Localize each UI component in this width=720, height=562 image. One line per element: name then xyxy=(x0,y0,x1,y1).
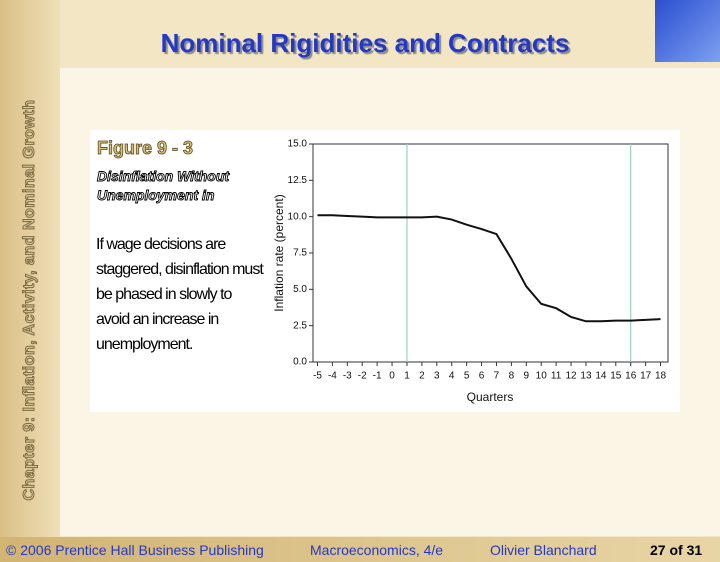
x-tick-label: 3 xyxy=(434,371,440,382)
x-tick-label: 5 xyxy=(464,371,470,382)
page-number: 27 of 31 xyxy=(650,542,703,558)
x-axis-label: Quarters xyxy=(467,390,514,404)
data-line xyxy=(317,214,661,323)
figure-panel xyxy=(90,130,680,412)
y-tick-label: 0.0 xyxy=(293,357,307,368)
x-tick-label: 10 xyxy=(536,371,548,382)
x-tick-label: 2 xyxy=(419,371,425,382)
x-tick-label: 7 xyxy=(494,371,500,382)
x-tick-label: 17 xyxy=(640,371,652,382)
y-tick-label: 10.0 xyxy=(288,211,308,222)
x-tick-label: 13 xyxy=(580,371,592,382)
side-strip xyxy=(0,0,60,537)
x-tick-label: -1 xyxy=(373,371,382,382)
x-tick-label: 14 xyxy=(595,371,607,382)
y-tick-label: 15.0 xyxy=(288,139,308,150)
x-tick-label: 8 xyxy=(509,371,515,382)
x-tick-label: -2 xyxy=(358,371,367,382)
y-axis-label: Inflation rate (percent) xyxy=(272,194,286,311)
x-tick-label: 1 xyxy=(404,371,410,382)
y-tick-label: 5.0 xyxy=(293,284,307,295)
slide-title: Nominal Rigidities and Contracts xyxy=(160,28,570,58)
x-tick-label: 12 xyxy=(565,371,577,382)
plot-frame xyxy=(312,143,669,363)
x-tick-label: 0 xyxy=(389,371,395,382)
copyright: © 2006 Prentice Hall Business Publishing xyxy=(6,542,264,558)
corner-decoration xyxy=(655,0,720,62)
x-tick-label: 4 xyxy=(449,371,455,382)
x-tick-label: 15 xyxy=(610,371,622,382)
x-tick-label: -4 xyxy=(328,371,337,382)
x-tick-label: 9 xyxy=(524,371,530,382)
y-tick-label: 12.5 xyxy=(288,175,308,186)
x-tick-label: 18 xyxy=(655,371,667,382)
x-tick-label: 11 xyxy=(551,371,562,382)
x-tick-label: -3 xyxy=(343,371,352,382)
figure-label: Figure 9 - 3 xyxy=(97,138,194,159)
x-tick-label: 16 xyxy=(625,371,637,382)
x-tick-label: -5 xyxy=(313,371,322,382)
footer: © 2006 Prentice Hall Business Publishing… xyxy=(0,537,720,562)
chart: Inflation rate (percent) Quarters 0.0 2.5… xyxy=(272,139,669,404)
x-tick-label: 6 xyxy=(479,371,485,382)
y-tick-label: 7.5 xyxy=(293,248,307,259)
figure-title: Disinflation Without Unemployment in xyxy=(97,168,230,204)
side-label: Chapter 9: Inflation, Activity, and Nomi… xyxy=(21,99,39,501)
y-tick-label: 2.5 xyxy=(293,320,307,331)
author: Olivier Blanchard xyxy=(490,542,597,558)
body-text: If wage decisions are staggered, disinfl… xyxy=(96,236,264,353)
book: Macroeconomics, 4/e xyxy=(310,542,444,558)
